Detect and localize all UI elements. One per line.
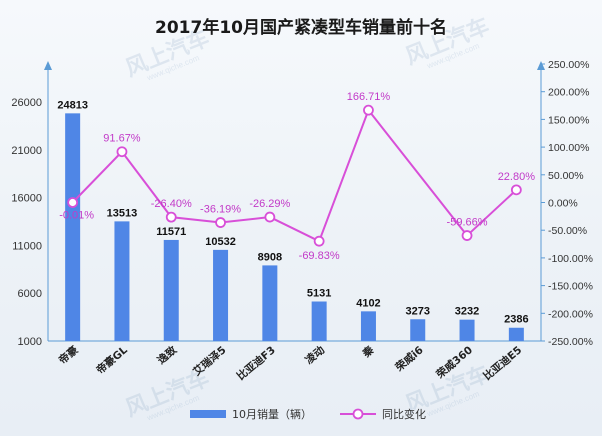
bar bbox=[360, 311, 376, 341]
line-value-label: 166.71% bbox=[347, 91, 391, 103]
legend-swatch-marker bbox=[352, 408, 364, 420]
line-value-label: -26.29% bbox=[249, 198, 290, 210]
line-value-label: -69.83% bbox=[299, 250, 340, 262]
bar-data-labels: 24813 13513 11571 10532 8908 5131 4102 3273 3232… bbox=[57, 99, 528, 325]
line-value-label: 91.67% bbox=[103, 133, 141, 145]
bar-value-label: 13513 bbox=[107, 207, 138, 219]
bar-value-label: 5131 bbox=[307, 288, 331, 300]
bar-value-label: 11571 bbox=[156, 226, 186, 238]
left-axis-ticks: 1000 6000 11000 16000 21000 26000 bbox=[11, 97, 42, 348]
right-tick-label: 250.00% bbox=[548, 59, 589, 71]
left-axis-arrow bbox=[44, 61, 52, 70]
category-label: 秦 bbox=[359, 343, 377, 361]
legend-label-line: 同比变化 bbox=[382, 407, 426, 421]
right-tick-label: 0.00% bbox=[548, 198, 578, 210]
category-label: 帝豪 bbox=[56, 343, 81, 367]
left-tick-label: 11000 bbox=[12, 240, 42, 252]
bar bbox=[163, 239, 179, 341]
category-label: 艾瑞泽5 bbox=[190, 343, 228, 378]
left-tick-label: 16000 bbox=[11, 193, 42, 205]
bar-value-label: 24813 bbox=[57, 99, 88, 111]
line-series bbox=[67, 104, 522, 247]
right-tick-label: 100.00% bbox=[548, 142, 589, 154]
bar-value-label: 2386 bbox=[504, 314, 528, 326]
bar bbox=[65, 113, 81, 341]
line-point bbox=[363, 104, 374, 116]
line-point bbox=[510, 184, 522, 196]
line-value-label: -59.66% bbox=[447, 217, 488, 229]
line-value-label: -36.19% bbox=[200, 204, 241, 216]
right-tick-label: 200.00% bbox=[548, 87, 589, 99]
bar bbox=[262, 265, 278, 341]
line-value-label: -26.40% bbox=[151, 198, 192, 210]
bar bbox=[459, 319, 475, 341]
category-label: 比亚迪F3 bbox=[234, 343, 278, 383]
right-tick-label: -150.00% bbox=[548, 281, 593, 293]
category-label: 帝豪GL bbox=[94, 343, 130, 376]
right-tick-label: -250.00% bbox=[548, 336, 593, 348]
right-tick-label: -100.00% bbox=[548, 253, 593, 265]
left-tick-label: 6000 bbox=[18, 288, 42, 300]
bar bbox=[114, 221, 130, 341]
left-tick-label: 21000 bbox=[11, 145, 42, 157]
right-tick-label: 150.00% bbox=[548, 114, 589, 126]
legend: 10月销量（辆） 同比变化 bbox=[190, 407, 426, 421]
legend-label-bar: 10月销量（辆） bbox=[232, 407, 312, 421]
line-data-labels: -0.01% 91.67% -26.40% -36.19% -26.29% -69.83%… bbox=[59, 91, 535, 262]
line-point bbox=[313, 235, 325, 247]
line-value-label: 22.80% bbox=[498, 171, 536, 183]
bar-value-label: 4102 bbox=[356, 297, 380, 309]
line-point bbox=[215, 217, 226, 228]
line-point bbox=[264, 211, 276, 223]
chart-title: 2017年10月国产紧凑型车销量前十名 bbox=[155, 17, 447, 38]
bar-value-label: 8908 bbox=[258, 251, 282, 263]
right-axis-arrow bbox=[537, 61, 545, 70]
left-tick-label: 1000 bbox=[18, 336, 42, 348]
line-value-label: -0.01% bbox=[59, 210, 94, 222]
line-point bbox=[116, 146, 128, 158]
right-tick-label: 50.00% bbox=[548, 170, 584, 182]
bar-value-label: 3232 bbox=[455, 306, 479, 318]
line-point bbox=[461, 230, 473, 241]
bar-series bbox=[65, 113, 524, 341]
legend-swatch-bar bbox=[190, 410, 226, 418]
left-tick-label: 26000 bbox=[11, 97, 42, 109]
bar-value-label: 3273 bbox=[406, 305, 430, 317]
bar bbox=[508, 327, 524, 341]
right-tick-label: -200.00% bbox=[548, 308, 593, 320]
category-label: 荣威i6 bbox=[392, 343, 426, 374]
bar-value-label: 10532 bbox=[205, 236, 236, 248]
bar bbox=[311, 301, 327, 341]
right-tick-label: -50.00% bbox=[548, 225, 587, 237]
bar bbox=[410, 319, 426, 341]
category-label: 逸致 bbox=[155, 343, 180, 367]
line-point bbox=[165, 211, 177, 223]
line-point bbox=[67, 197, 79, 208]
bar bbox=[213, 249, 229, 341]
category-label: 比亚迪E5 bbox=[481, 343, 525, 383]
category-label: 凌动 bbox=[303, 343, 328, 367]
right-axis-ticks: 250.00% 200.00% 150.00% 100.00% 50.00% 0.00% -… bbox=[541, 59, 593, 348]
